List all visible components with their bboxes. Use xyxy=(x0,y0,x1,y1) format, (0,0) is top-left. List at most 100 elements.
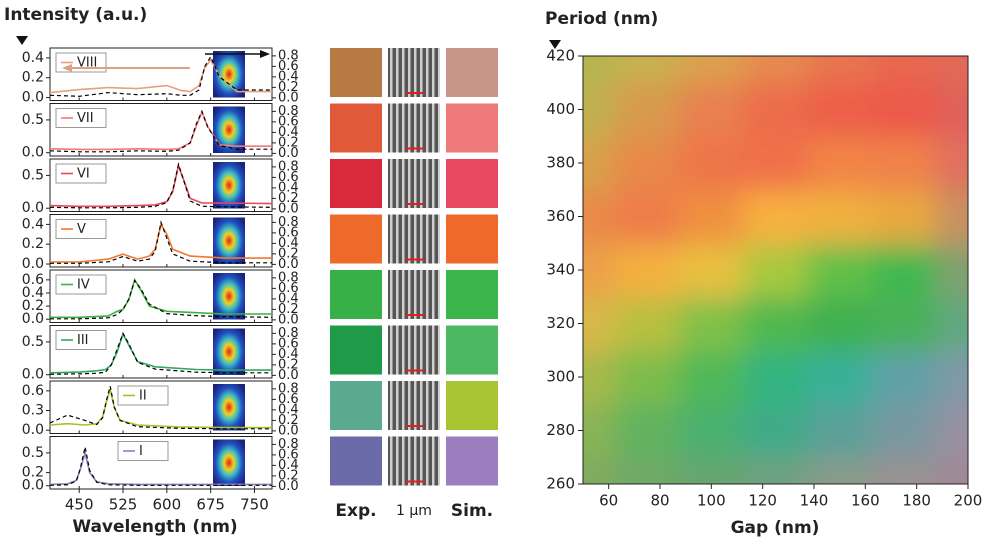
legend-label: II xyxy=(139,389,147,404)
y-tick-label: 320 xyxy=(546,314,575,332)
heatmap-cell xyxy=(871,189,937,245)
heatmap-cell xyxy=(871,82,937,138)
heatmap-cell xyxy=(583,296,617,352)
x-tick-label: 750 xyxy=(240,496,269,514)
y-tick-label: 0.5 xyxy=(22,112,44,128)
heatmap-cell xyxy=(615,243,681,298)
sim-swatch xyxy=(446,381,498,430)
legend-label: VI xyxy=(77,167,90,182)
spectrum-line xyxy=(50,279,273,320)
heatmap-cell xyxy=(807,189,873,245)
spectrum-line xyxy=(49,386,272,430)
y2-tick-label: 0.8 xyxy=(278,381,299,396)
heatmap-cell xyxy=(871,350,937,405)
field-inset xyxy=(213,273,245,320)
heatmap-cell xyxy=(615,457,681,484)
y2-tick-label: 0.8 xyxy=(278,104,299,119)
sim-swatch xyxy=(446,48,498,97)
y-tick-label: 0.2 xyxy=(22,70,44,86)
y-tick-label: 420 xyxy=(546,47,575,65)
y2-tick-label: 0.8 xyxy=(278,437,299,452)
y-tick-label: 0.4 xyxy=(22,50,44,66)
heatmap-cell xyxy=(583,189,617,245)
y-tick-label: 0.6 xyxy=(22,383,44,399)
column-label: Exp. xyxy=(335,501,376,521)
y-tick-label: 0.0 xyxy=(22,200,44,216)
y2-tick-label: 0.6 xyxy=(278,225,299,240)
heatmap-cell xyxy=(935,243,968,298)
y2-tick-label: 0.8 xyxy=(278,48,299,63)
y-tick-label: 400 xyxy=(546,100,575,118)
heatmap-cell xyxy=(807,350,873,405)
y-tick-label: 0.0 xyxy=(22,256,44,272)
y-tick-label: 300 xyxy=(546,368,575,386)
y2-tick-label: 0.0 xyxy=(278,479,299,494)
heatmap-cell xyxy=(743,189,809,245)
y2-tick-label: 0.2 xyxy=(278,468,299,483)
spectrum-line xyxy=(49,386,272,429)
sim-swatch xyxy=(446,270,498,319)
x-tick-label: 80 xyxy=(650,492,669,510)
legend-box xyxy=(55,219,107,239)
heatmap-cell xyxy=(615,296,681,352)
spectrum-line xyxy=(49,55,272,97)
heatmap-cell xyxy=(679,243,745,298)
heatmap-cell xyxy=(871,243,937,298)
x-tick-label: 160 xyxy=(851,492,880,510)
heatmap-cell xyxy=(679,136,745,191)
exp-swatch xyxy=(330,270,382,319)
y2-tick-label: 0.4 xyxy=(278,347,299,362)
y-tick-label: 0.2 xyxy=(22,465,44,481)
y-tick-label: 0.3 xyxy=(22,403,44,419)
y2-tick-label: 0.8 xyxy=(278,326,299,341)
sim-swatch xyxy=(446,325,498,375)
y-tick-label: 280 xyxy=(546,421,575,439)
y-tick-label: 360 xyxy=(546,207,575,225)
sem-image xyxy=(388,48,440,97)
heatmap-cell xyxy=(807,243,873,298)
legend-label: VIII xyxy=(77,56,97,71)
y2-tick-label: 0.2 xyxy=(278,135,299,150)
heatmap-cell xyxy=(935,136,968,191)
panel-frame xyxy=(49,158,273,212)
y-tick-label: 340 xyxy=(546,261,575,279)
legend-box xyxy=(55,274,107,295)
exp-swatch xyxy=(330,159,382,208)
y2-tick-label: 0.4 xyxy=(278,291,299,306)
heatmap-cell xyxy=(935,56,968,84)
heatmap-cell xyxy=(935,189,968,245)
y2-tick-label: 0.6 xyxy=(278,170,299,185)
legend-label: VII xyxy=(77,111,94,126)
y2-tick-label: 0.2 xyxy=(278,302,299,317)
sem-image xyxy=(388,159,440,208)
spectrum-line xyxy=(50,220,272,264)
y2-tick-label: 0.2 xyxy=(278,357,299,372)
arrow-head xyxy=(62,64,72,72)
heatmap-cell xyxy=(615,350,681,405)
heatmap-cell xyxy=(583,350,617,405)
legend-box xyxy=(55,330,107,350)
x-tick-label: 675 xyxy=(196,496,225,514)
y2-tick-label: 0.6 xyxy=(278,447,299,462)
legend-box xyxy=(55,163,107,184)
panel-frame xyxy=(49,436,273,490)
heatmap-cell xyxy=(583,243,617,298)
sem-image xyxy=(388,103,440,153)
heatmap-cell xyxy=(743,136,809,191)
y2-tick-label: 0.2 xyxy=(278,80,299,95)
y-tick-label: 0.5 xyxy=(22,445,44,461)
sim-swatch xyxy=(446,436,498,486)
heatmap-cell xyxy=(807,403,873,459)
y-tick-label: 0.5 xyxy=(22,334,44,350)
x-tick-label: 140 xyxy=(800,492,829,510)
exp-swatch xyxy=(330,381,382,430)
x-tick-label: 100 xyxy=(697,492,726,510)
y2-tick-label: 0.4 xyxy=(278,180,299,195)
heatmap-cell xyxy=(743,457,809,484)
x-tick-label: 60 xyxy=(599,492,618,510)
y-tick-label: 0.4 xyxy=(22,216,44,232)
exp-swatch xyxy=(330,214,382,264)
heatmap-cell xyxy=(583,403,617,459)
heatmap-cell xyxy=(583,457,617,484)
x-tick-label: 180 xyxy=(902,492,931,510)
